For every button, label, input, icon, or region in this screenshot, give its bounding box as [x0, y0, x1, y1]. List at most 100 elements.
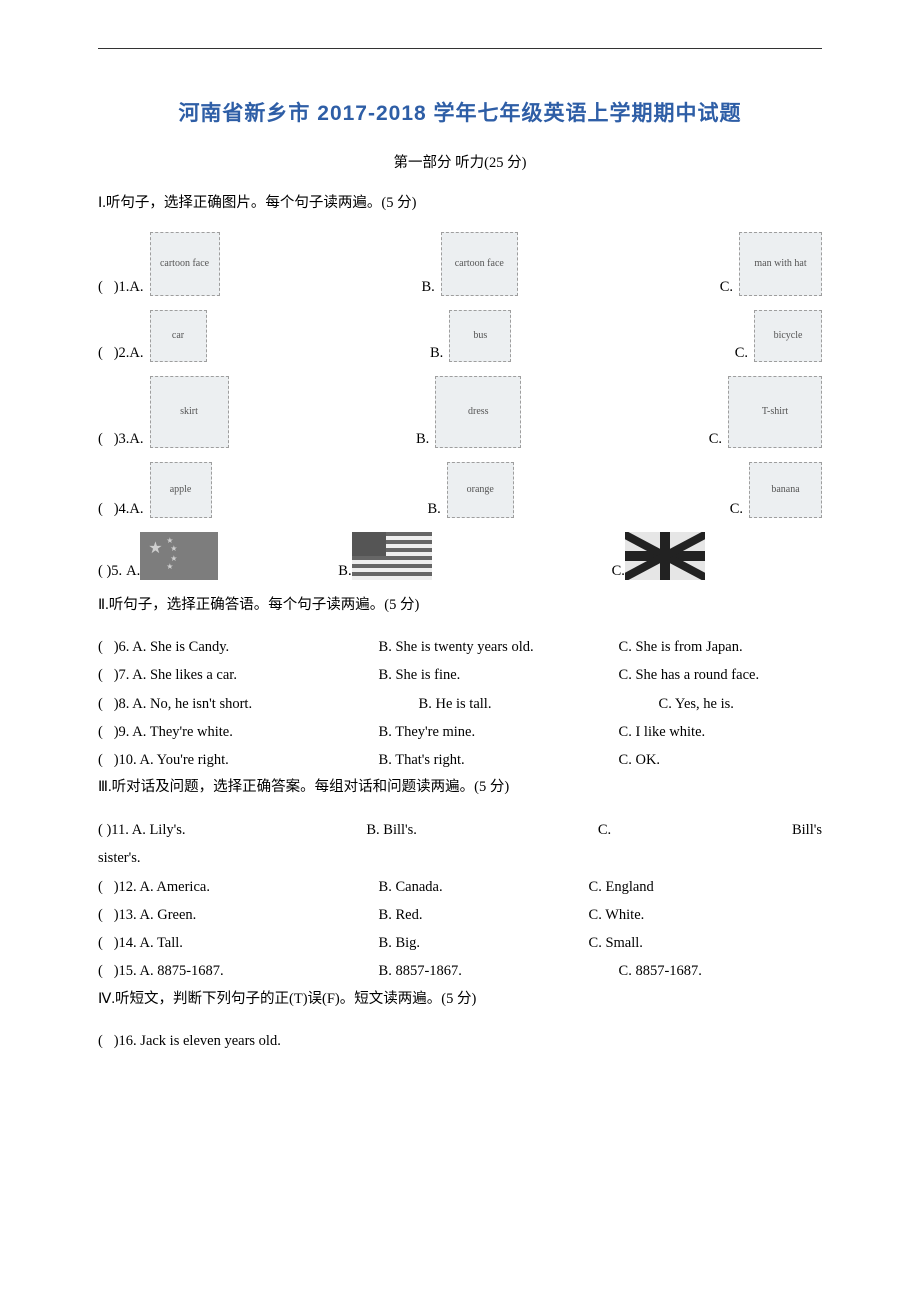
option-a-image: apple — [150, 462, 212, 518]
option-b-image: orange — [447, 462, 514, 518]
option-a: A. She likes a car. — [132, 667, 237, 683]
option-label-a: A. — [126, 563, 140, 580]
question-number: 10. — [119, 752, 137, 768]
question-15: ( ) 15. A. 8875-1687. B. 8857-1867. C. 8… — [98, 957, 822, 985]
option-a: A. Lily's. — [132, 822, 186, 838]
answer-blank[interactable]: ( ) — [98, 901, 119, 929]
answer-blank[interactable]: ( ) — [98, 633, 119, 661]
option-label-a: A. — [129, 501, 143, 518]
option-c: C. She is from Japan. — [619, 633, 743, 661]
image-question-row-4: ( )4. A. apple B. orange C. banana — [98, 462, 822, 518]
section-3-heading: Ⅲ.听对话及问题，选择正确答案。每组对话和问题读两遍。(5 分) — [98, 774, 822, 802]
option-c-image: banana — [749, 462, 822, 518]
answer-blank[interactable]: ( ) — [98, 957, 119, 985]
option-label-b: B. — [421, 279, 434, 296]
top-rule — [98, 48, 822, 49]
image-question-rows: ( )1. A.cartoon faceB.cartoon faceC.man … — [98, 232, 822, 518]
option-b: B. She is fine. — [379, 661, 619, 689]
option-label-c: C. — [612, 563, 625, 580]
option-a-image: car — [150, 310, 207, 362]
question-7: ( ) 7. A. She likes a car. B. She is fin… — [98, 661, 822, 689]
question-number: 6. — [119, 639, 130, 655]
option-a: A. They're white. — [132, 724, 233, 740]
option-label-b: B. — [416, 431, 429, 448]
answer-blank[interactable]: ( ) — [98, 873, 119, 901]
image-question-row-2: ( )2. A. car B. bus C. bicycle — [98, 310, 822, 362]
answer-blank[interactable]: ( ) — [98, 822, 111, 838]
image-question-row-3: ( )3. A.skirtB.dressC.T-shirt — [98, 376, 822, 448]
question-number: 13. — [119, 907, 137, 923]
page-title: 河南省新乡市 2017-2018 学年七年级英语上学期期中试题 — [98, 97, 822, 127]
option-b: B. That's right. — [379, 746, 619, 774]
option-c-image: bicycle — [754, 310, 822, 362]
option-label-c: C. — [730, 501, 743, 518]
option-b: B. They're mine. — [379, 718, 619, 746]
option-c: C. Yes, he is. — [659, 690, 734, 718]
answer-blank[interactable]: ( ) — [98, 279, 119, 296]
flag-uk-icon — [625, 532, 705, 580]
answer-blank[interactable]: ( ) — [98, 563, 111, 580]
option-label-b: B. — [430, 345, 443, 362]
section-2-heading: Ⅱ.听句子，选择正确答语。每个句子读两遍。(5 分) — [98, 592, 822, 620]
option-label-c: C. — [720, 279, 733, 296]
question-12: ( ) 12. A. America. B. Canada. C. Englan… — [98, 873, 822, 901]
question-number: 7. — [119, 667, 130, 683]
question-8: ( ) 8. A. No, he isn't short. B. He is t… — [98, 690, 822, 718]
question-13: ( ) 13. A. Green. B. Red. C. White. — [98, 901, 822, 929]
question-number: 4. — [119, 501, 130, 518]
option-a: A. No, he isn't short. — [132, 696, 252, 712]
answer-blank[interactable]: ( ) — [98, 929, 119, 957]
option-label-c: C. — [735, 345, 748, 362]
option-label-b: B. — [427, 501, 440, 518]
option-b: B. She is twenty years old. — [379, 633, 619, 661]
answer-blank[interactable]: ( ) — [98, 690, 119, 718]
part-label: 第一部分 听力(25 分) — [98, 151, 822, 172]
question-16: ( ) 16. Jack is eleven years old. — [98, 1027, 822, 1055]
option-b: B. Bill's. — [366, 816, 417, 844]
option-b: B. He is tall. — [419, 690, 659, 718]
image-question-row-1: ( )1. A.cartoon faceB.cartoon faceC.man … — [98, 232, 822, 296]
option-c: C. 8857-1687. — [619, 957, 702, 985]
option-b: B. 8857-1867. — [379, 957, 589, 985]
answer-blank[interactable]: ( ) — [98, 501, 119, 518]
option-a-image: cartoon face — [150, 232, 220, 296]
section-1-heading: Ⅰ.听句子，选择正确图片。每个句子读两遍。(5 分) — [98, 190, 822, 218]
question-number: 8. — [119, 696, 130, 712]
question-9: ( ) 9. A. They're white. B. They're mine… — [98, 718, 822, 746]
option-label-b: B. — [338, 563, 351, 580]
question-number: 5. — [111, 563, 122, 580]
option-a: A. Tall. — [140, 935, 183, 951]
option-b-image: bus — [449, 310, 511, 362]
question-number: 3. — [119, 431, 130, 448]
question-number: 12. — [119, 879, 137, 895]
option-a-image: skirt — [150, 376, 229, 448]
question-11: ( )11. A. Lily's. B. Bill's. C. Bill's s… — [98, 816, 822, 873]
image-question-row-5: ( ) 5. A. ★ ★ ★ ★ B. C. — [98, 532, 822, 580]
flag-china-icon: ★ ★ ★ ★ — [140, 532, 218, 580]
option-a: A. You're right. — [140, 752, 229, 768]
option-b: B. Red. — [379, 901, 589, 929]
question-number: 9. — [119, 724, 130, 740]
exam-page: 河南省新乡市 2017-2018 学年七年级英语上学期期中试题 第一部分 听力(… — [0, 0, 920, 1302]
question-number: 2. — [119, 345, 130, 362]
option-a: A. She is Candy. — [132, 639, 229, 655]
option-b-image: cartoon face — [441, 232, 518, 296]
answer-blank[interactable]: ( ) — [98, 718, 119, 746]
question-number: 1. — [119, 279, 130, 296]
flag-usa-icon — [352, 532, 432, 580]
question-14: ( ) 14. A. Tall. B. Big. C. Small. — [98, 929, 822, 957]
option-label-c: C. — [709, 431, 722, 448]
option-label-a: A. — [129, 345, 143, 362]
answer-blank[interactable]: ( ) — [98, 345, 119, 362]
option-label-a: A. — [129, 279, 143, 296]
answer-blank[interactable]: ( ) — [98, 1027, 119, 1055]
option-c: C. I like white. — [619, 718, 706, 746]
question-10: ( ) 10. A. You're right. B. That's right… — [98, 746, 822, 774]
answer-blank[interactable]: ( ) — [98, 661, 119, 689]
option-c-continuation: sister's. — [98, 844, 822, 872]
answer-blank[interactable]: ( ) — [98, 431, 119, 448]
section-4-heading: Ⅳ.听短文，判断下列句子的正(T)误(F)。短文读两遍。(5 分) — [98, 986, 822, 1014]
option-a: A. America. — [140, 879, 210, 895]
answer-blank[interactable]: ( ) — [98, 746, 119, 774]
option-label-a: A. — [129, 431, 143, 448]
